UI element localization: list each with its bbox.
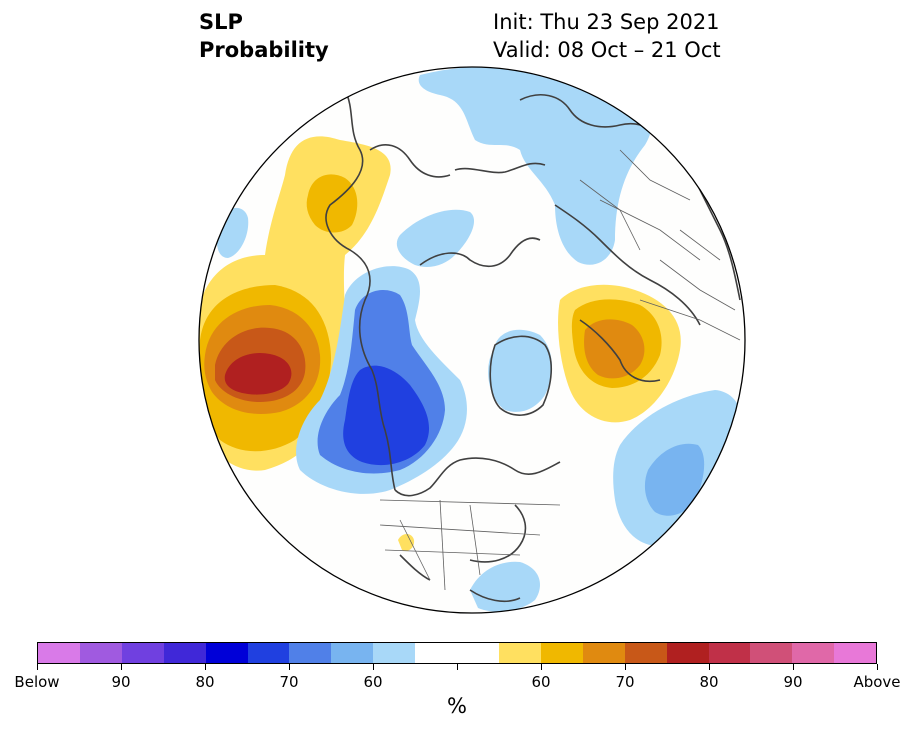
colorbar-segment <box>373 643 416 663</box>
polar-map <box>198 66 746 614</box>
colorbar-tick-label: 90 <box>111 673 131 691</box>
colorbar-segment <box>331 643 374 663</box>
colorbar-segment <box>666 643 709 663</box>
colorbar-tick <box>204 664 206 670</box>
colorbar-segment <box>163 643 206 663</box>
us-above-60 <box>398 534 415 551</box>
colorbar-segment <box>205 643 248 663</box>
colorbar-tick <box>36 664 38 670</box>
colorbar-tick-label: 60 <box>531 673 551 691</box>
political-borders <box>379 149 741 591</box>
colorbar-tick-label: Above <box>853 673 901 691</box>
colorbar-segment <box>624 643 667 663</box>
colorbar-segment <box>289 643 332 663</box>
greenland-below-60 <box>488 329 552 412</box>
colorbar-segment <box>750 643 793 663</box>
colorbar-tick <box>876 664 878 670</box>
colorbar-unit: % <box>447 694 467 718</box>
probability-shading <box>199 67 744 612</box>
colorbar-segment <box>79 643 122 663</box>
colorbar-tick-label: 80 <box>699 673 719 691</box>
pacific-above-80 <box>224 352 292 395</box>
siberia-below-60 <box>418 67 652 265</box>
colorbar-tick <box>624 664 626 670</box>
europe-above-70 <box>584 319 645 379</box>
colorbar-segment <box>38 643 80 663</box>
init-date: Init: Thu 23 Sep 2021 <box>493 10 720 34</box>
canada-below-70 <box>343 365 430 466</box>
colorbar <box>37 642 877 664</box>
colorbar-tick <box>120 664 122 670</box>
colorbar-tick <box>372 664 374 670</box>
colorbar-segment <box>457 643 499 663</box>
colorbar-segment <box>121 643 164 663</box>
colorbar-segment <box>708 643 751 663</box>
colorbar-segment <box>498 643 541 663</box>
colorbar-tick-label: 90 <box>783 673 803 691</box>
colorbar-segment <box>415 643 458 663</box>
asia-below-65 <box>644 443 705 516</box>
colorbar-tick <box>708 664 710 670</box>
map-boundary <box>198 66 746 614</box>
valid-range: Valid: 08 Oct – 21 Oct <box>493 38 721 62</box>
title-quantity: Probability <box>199 38 329 62</box>
colorbar-segment <box>247 643 290 663</box>
title-variable: SLP <box>199 10 243 34</box>
colorbar-segment <box>792 643 835 663</box>
colorbar-tick <box>288 664 290 670</box>
colorbar-segment <box>582 643 625 663</box>
chart-dates: Init: Thu 23 Sep 2021 Valid: 08 Oct – 21… <box>493 8 721 64</box>
colorbar-tick <box>456 664 458 670</box>
colorbar-segment <box>540 643 583 663</box>
colorbar-tick-label: Below <box>14 673 60 691</box>
chart-title: SLP Probability <box>199 8 329 64</box>
colorbar-tick <box>540 664 542 670</box>
colorbar-tick-label: 80 <box>195 673 215 691</box>
coastlines <box>325 89 741 602</box>
colorbar-tick-label: 70 <box>279 673 299 691</box>
colorbar-tick-label: 60 <box>363 673 383 691</box>
colorbar-segment <box>834 643 877 663</box>
colorbar-tick <box>792 664 794 670</box>
colorbar-tick-label: 70 <box>615 673 635 691</box>
